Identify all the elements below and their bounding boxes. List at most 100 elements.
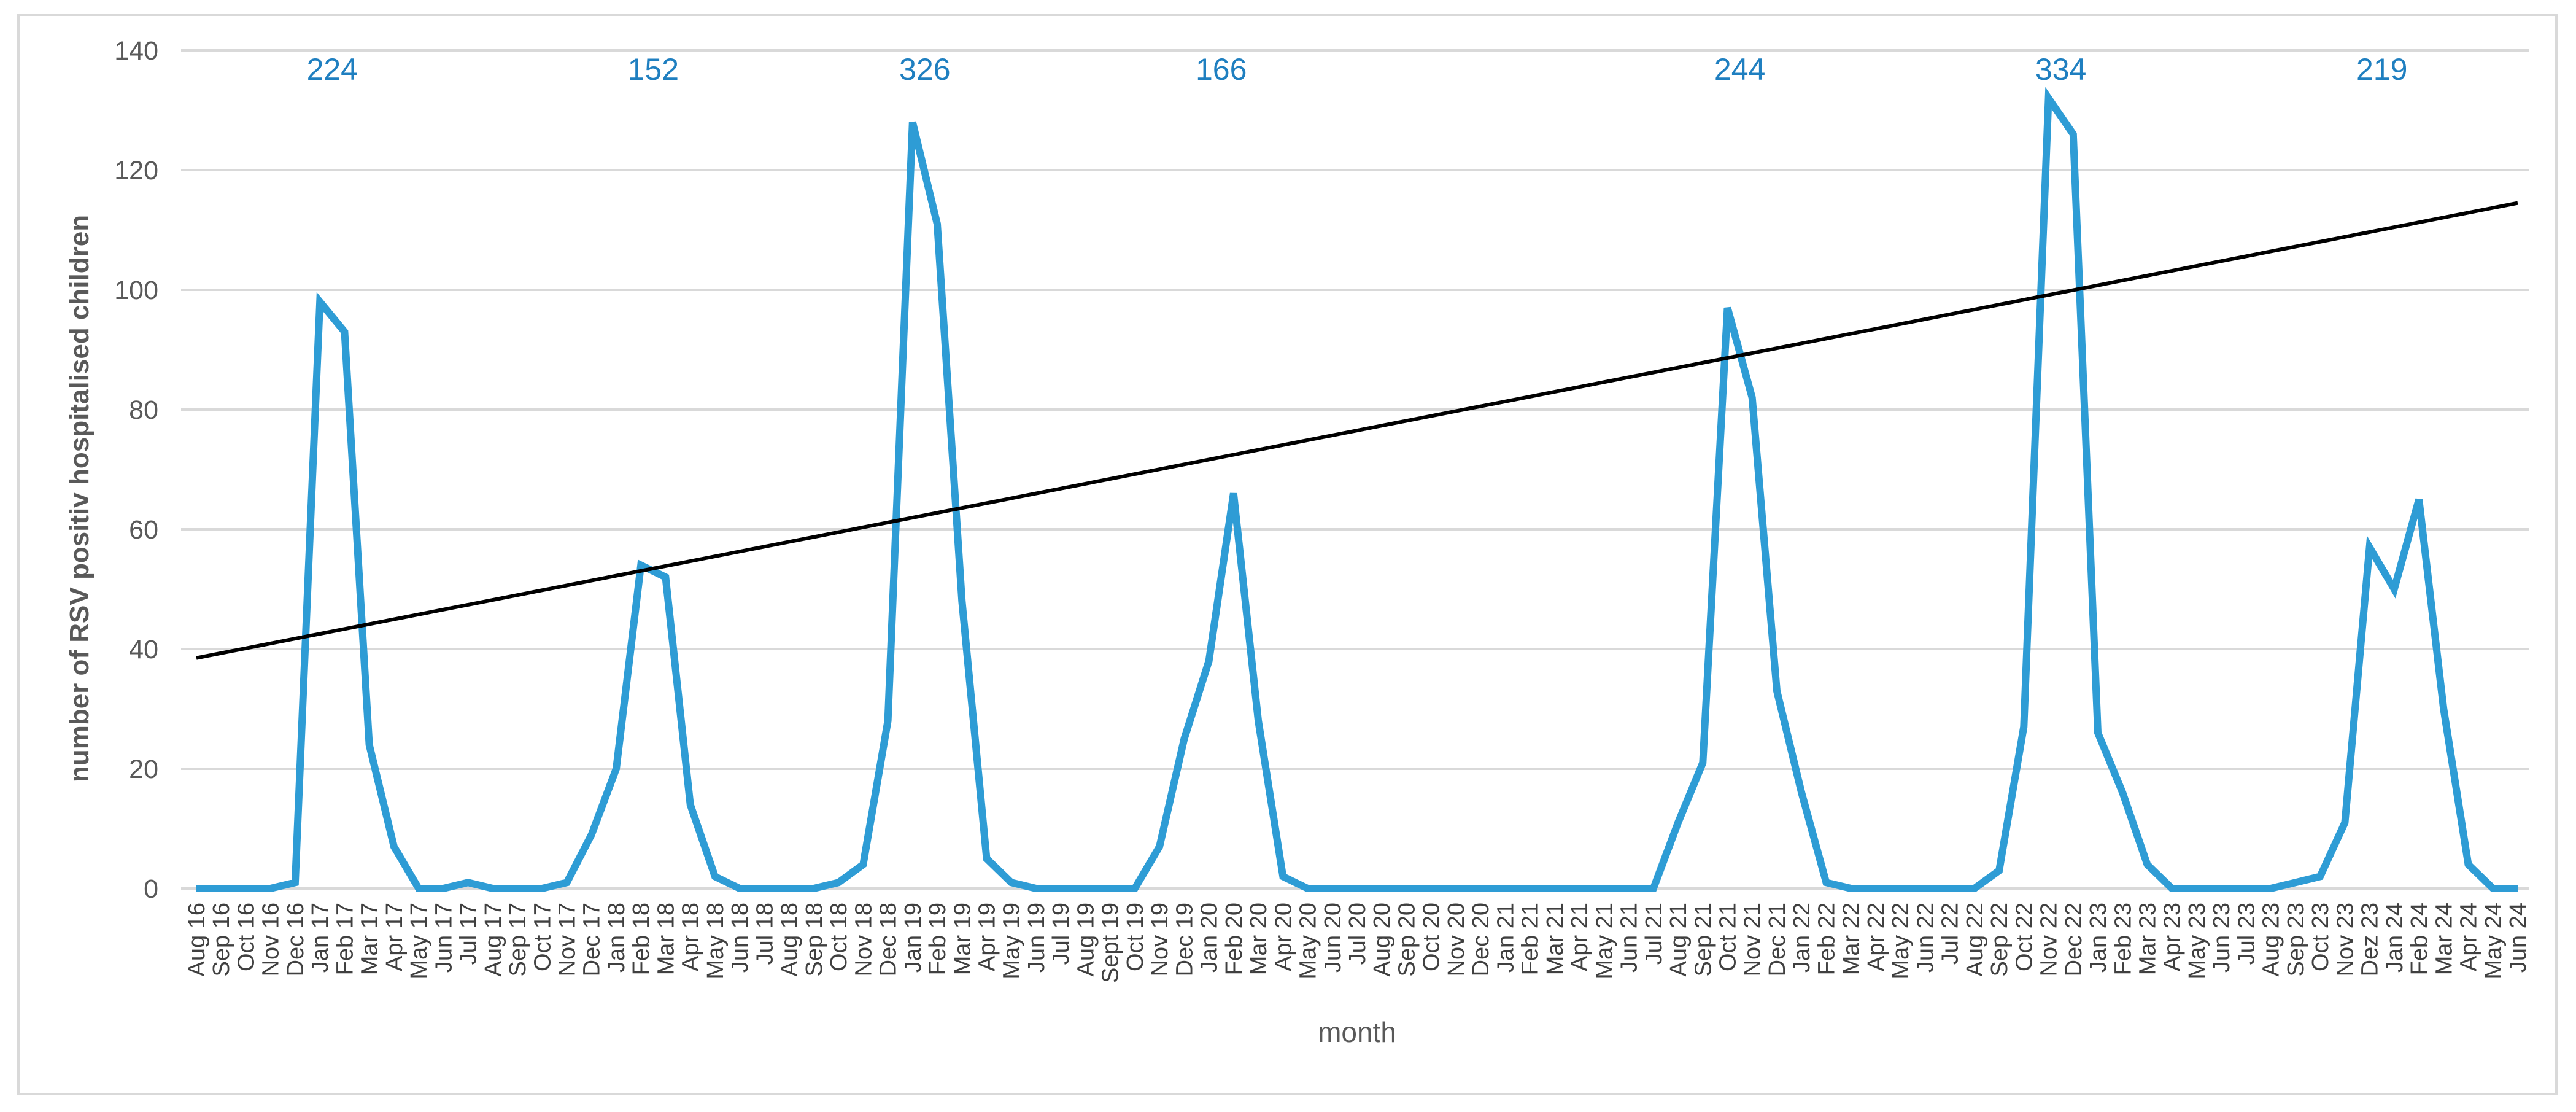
x-tick-label: Oct 20 (1419, 903, 1445, 971)
season-total-label: 152 (628, 52, 679, 87)
x-tick-label: Mar 17 (357, 903, 383, 975)
x-tick-label: Oct 17 (530, 903, 555, 971)
x-tick-label: Oct 22 (2011, 903, 2037, 971)
x-tick-label: Aug 23 (2259, 903, 2284, 976)
x-tick-label: Apr 21 (1567, 903, 1593, 971)
x-tick-label: Dec 22 (2061, 903, 2087, 976)
x-tick-label: Nov 22 (2036, 903, 2062, 976)
x-tick-label: Sep 16 (209, 903, 234, 976)
y-tick-label: 80 (129, 395, 158, 425)
x-tick-label: Jul 22 (1938, 903, 1963, 965)
x-tick-label: Sep 23 (2283, 903, 2309, 976)
x-tick-label: Oct 16 (233, 903, 259, 971)
x-tick-label: Oct 19 (1123, 903, 1148, 971)
x-tick-label: Feb 19 (925, 903, 951, 975)
x-tick-label: Aug 20 (1369, 903, 1395, 976)
trendline (196, 201, 2518, 660)
x-tick-label: Mar 22 (1839, 903, 1865, 975)
x-tick-label: Jan 22 (1789, 903, 1815, 973)
x-tick-label: Mar 20 (1246, 903, 1272, 975)
x-tick-label: Jun 18 (727, 903, 753, 973)
season-total-label: 244 (1714, 52, 1765, 87)
x-tick-label: Jan 19 (900, 903, 926, 973)
x-tick-label: Nov 21 (1740, 903, 1766, 976)
x-tick-label: Jul 23 (2234, 903, 2259, 965)
x-tick-label: Dec 18 (876, 903, 902, 976)
x-tick-label: Jun 22 (1913, 903, 1938, 973)
season-total-label: 166 (1196, 52, 1247, 87)
x-tick-label: Jul 18 (752, 903, 778, 965)
y-tick-label: 100 (114, 276, 158, 305)
x-tick-label: May 19 (999, 903, 1025, 979)
x-tick-label: Aug 18 (777, 903, 803, 976)
x-tick-label: Apr 19 (974, 903, 1000, 971)
x-tick-label: Apr 24 (2456, 903, 2482, 971)
x-tick-label: Jan 21 (1493, 903, 1518, 973)
season-total-label: 219 (2356, 52, 2407, 87)
x-tick-label: Oct 23 (2308, 903, 2334, 971)
x-tick-label: Feb 18 (629, 903, 654, 975)
y-tick-label: 20 (129, 755, 158, 784)
x-tick-label: Dec 21 (1765, 903, 1790, 976)
x-tick-label: Dec 17 (579, 903, 605, 976)
x-tick-label: Feb 17 (332, 903, 358, 975)
x-tick-label: Nov 18 (851, 903, 876, 976)
x-tick-label: Jun 20 (1320, 903, 1346, 973)
x-tick-label: Oct 21 (1715, 903, 1741, 971)
gridlines (181, 49, 2529, 890)
x-tick-label: May 23 (2184, 903, 2210, 979)
x-tick-label: Mar 18 (653, 903, 679, 975)
x-tick-label: Sep 20 (1394, 903, 1420, 976)
x-tick-label: Apr 18 (678, 903, 704, 971)
x-tick-label: Jul 17 (456, 903, 482, 965)
trendline-layer (196, 201, 2518, 660)
y-tick-label: 40 (129, 635, 158, 664)
season-total-labels: 224 152 326 166 244 334 219 (307, 52, 2408, 87)
x-tick-label: Mar 24 (2431, 903, 2457, 975)
x-tick-label: Apr 17 (382, 903, 408, 971)
x-tick-label: Nov 17 (555, 903, 581, 976)
x-tick-label: Jun 17 (431, 903, 457, 973)
x-tick-label: May 24 (2481, 903, 2507, 979)
chart-frame (17, 14, 2558, 1095)
series-layer (196, 87, 2518, 892)
x-tick-label: Sep 22 (1987, 903, 2013, 976)
x-tick-label: Aug 22 (1962, 903, 1988, 976)
x-tick-label: Mar 23 (2135, 903, 2160, 975)
y-tick-labels: 0 20 40 60 80 100 120 140 (114, 36, 158, 904)
x-tick-label: Jun 24 (2505, 903, 2531, 973)
x-tick-label: Oct 18 (826, 903, 852, 971)
x-tick-label: May 18 (703, 903, 729, 979)
x-tick-label: Nov 23 (2332, 903, 2358, 976)
x-tick-label: Jun 19 (1024, 903, 1050, 973)
x-tick-label: Dez 23 (2357, 903, 2383, 976)
x-tick-label: Apr 20 (1271, 903, 1296, 971)
y-axis-title: number of RSV positiv hospitalised child… (64, 215, 95, 782)
x-tick-label: Feb 21 (1518, 903, 1544, 975)
x-tick-label: Jul 19 (1048, 903, 1074, 965)
x-tick-label: Feb 23 (2110, 903, 2136, 975)
x-tick-label: May 21 (1592, 903, 1617, 979)
x-tick-label: Sep 17 (505, 903, 531, 976)
x-tick-label: Jan 17 (307, 903, 333, 973)
x-tick-label: Dec 19 (1172, 903, 1197, 976)
x-tick-label: Nov 20 (1444, 903, 1469, 976)
x-tick-label: Nov 16 (258, 903, 284, 976)
x-tick-label: Aug 16 (184, 903, 210, 976)
y-tick-label: 120 (114, 156, 158, 185)
x-tick-label: May 22 (1888, 903, 1914, 979)
x-tick-label: Sep 21 (1690, 903, 1716, 976)
x-tick-label: Jan 20 (1197, 903, 1223, 973)
x-tick-label: Sept 19 (1098, 903, 1124, 983)
x-tick-label: Aug 17 (481, 903, 506, 976)
season-total-label: 326 (899, 52, 950, 87)
x-tick-label: Sep 18 (802, 903, 827, 976)
x-tick-label: Jan 24 (2382, 903, 2408, 973)
y-tick-label: 60 (129, 515, 158, 545)
x-tick-label: May 20 (1296, 903, 1321, 979)
x-tick-label: Aug 21 (1666, 903, 1692, 976)
x-tick-label: Jul 21 (1641, 903, 1667, 965)
x-tick-label: Feb 24 (2407, 903, 2432, 975)
x-tick-label: Feb 20 (1221, 903, 1247, 975)
